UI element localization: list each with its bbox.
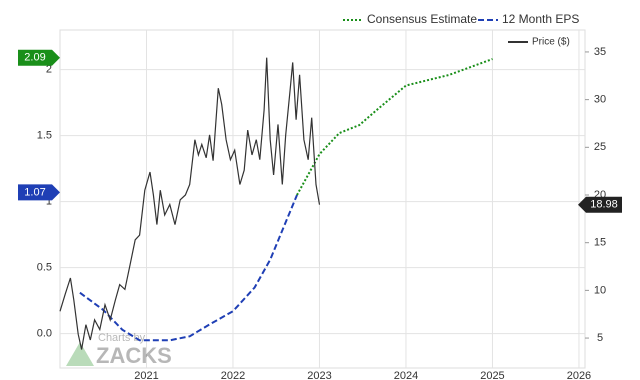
x-tick-label: 2026 bbox=[567, 370, 591, 380]
y-tick-label: 2 bbox=[46, 64, 52, 76]
eps-badge-label: 1.07 bbox=[24, 186, 45, 198]
legend-label: Price ($) bbox=[532, 37, 570, 48]
series-line bbox=[79, 194, 298, 342]
y2-tick-label: 25 bbox=[594, 141, 606, 153]
plot-area bbox=[59, 29, 586, 369]
x-tick-label: 2022 bbox=[221, 370, 245, 380]
x-tick-label: 2023 bbox=[307, 370, 331, 380]
y-tick-label: 0.0 bbox=[37, 328, 52, 340]
eps-badge-label: 2.09 bbox=[24, 52, 45, 64]
x-tick-label: 2021 bbox=[134, 370, 158, 380]
watermark-text: ZACKS bbox=[96, 343, 172, 368]
x-tick-label: 2025 bbox=[480, 370, 504, 380]
series-line bbox=[59, 57, 321, 350]
eps-badge bbox=[18, 49, 60, 66]
y-tick-label: 0.5 bbox=[37, 262, 52, 274]
price-badge-label: 18.98 bbox=[590, 199, 618, 211]
x-tick-label: 2024 bbox=[394, 370, 418, 380]
watermark-text: Charts by bbox=[98, 332, 146, 344]
legend-label: Consensus Estimate bbox=[367, 12, 477, 26]
price-badge bbox=[578, 196, 622, 213]
watermark-logo bbox=[66, 342, 94, 366]
y2-tick-label: 10 bbox=[594, 284, 606, 296]
y2-tick-label: 15 bbox=[594, 237, 606, 249]
eps-badge bbox=[18, 184, 60, 201]
y-tick-label: 1.5 bbox=[37, 130, 52, 142]
y2-tick-label: 5 bbox=[597, 332, 603, 344]
y-tick-label: 1 bbox=[46, 196, 52, 208]
y2-tick-label: 35 bbox=[594, 46, 606, 58]
y2-tick-label: 30 bbox=[594, 94, 606, 106]
legend-label: 12 Month EPS bbox=[502, 12, 579, 26]
